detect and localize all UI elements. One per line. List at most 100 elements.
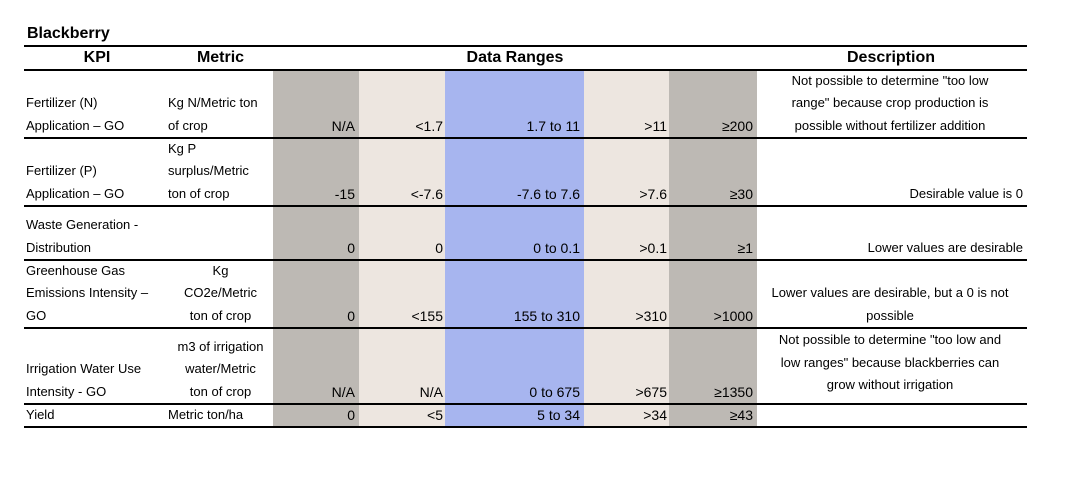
metric-cell-line: of crop bbox=[168, 117, 208, 133]
kpi-cell-line: GO bbox=[26, 307, 47, 323]
kpi-cell-line: Yield bbox=[26, 406, 55, 422]
range-value-desirable: 0 to 0.1 bbox=[445, 207, 580, 259]
range-value-high: >675 bbox=[584, 329, 667, 403]
range-value-text: 0 bbox=[435, 239, 443, 256]
description-cell-line: Lower values are desirable bbox=[867, 239, 1023, 255]
kpi-cell-line: Greenhouse Gas bbox=[26, 262, 126, 278]
range-value-high: >310 bbox=[584, 261, 667, 327]
table-row: Greenhouse Gas Emissions Intensity – GO Kg C… bbox=[24, 261, 1027, 327]
description-cell: Desirable value is 0 bbox=[757, 139, 1023, 205]
range-value-text: N/A bbox=[331, 117, 355, 134]
range-value-too-low: 0 bbox=[273, 207, 355, 259]
table-row: Yield Metric ton/ha 0 <5 5 to 34 >34 ≥43 bbox=[24, 405, 1027, 426]
table-row: Irrigation Water Use Intensity - GO m3 of … bbox=[24, 329, 1027, 403]
row-border bbox=[24, 205, 1027, 207]
kpi-cell-line: Fertilizer (N) bbox=[26, 95, 98, 110]
kpi-cell-line: Food Loss and bbox=[26, 207, 168, 214]
range-value-low: 0 bbox=[359, 207, 443, 259]
range-value-low: <155 bbox=[359, 261, 443, 327]
range-band-high bbox=[584, 71, 669, 427]
row-border bbox=[24, 259, 1027, 261]
range-value-text: 5 to 34 bbox=[537, 406, 580, 423]
metric-cell bbox=[168, 207, 273, 259]
range-value-too-high: ≥30 bbox=[669, 139, 753, 205]
kpi-cell-line: Intensity - GO bbox=[26, 383, 107, 399]
kpi-cell: Fertilizer (N) Application – GO bbox=[26, 71, 168, 137]
kpi-cell: Yield bbox=[26, 405, 168, 426]
range-value-low: <1.7 bbox=[359, 71, 443, 137]
description-cell-line: possible without fertilizer addition bbox=[794, 117, 986, 133]
column-header-kpi: KPI bbox=[83, 49, 111, 66]
row-border bbox=[24, 137, 1027, 139]
metric-cell: Kg N/Metric ton of crop bbox=[168, 71, 273, 137]
range-value-desirable: 0 to 675 bbox=[445, 329, 580, 403]
range-value-text: <155 bbox=[411, 307, 443, 324]
range-band-too-high bbox=[669, 71, 757, 427]
column-header-metric: Metric bbox=[196, 49, 245, 66]
range-value-high: >34 bbox=[584, 405, 667, 426]
range-value-text: N/A bbox=[419, 383, 443, 400]
description-cell bbox=[757, 405, 1023, 426]
range-value-text: ≥43 bbox=[729, 406, 753, 423]
metric-cell-line: Kg bbox=[212, 262, 229, 278]
range-value-text: 0 bbox=[347, 406, 355, 423]
range-value-desirable: 155 to 310 bbox=[445, 261, 580, 327]
range-value-desirable: -7.6 to 7.6 bbox=[445, 139, 580, 205]
metric-cell-line: Kg N/Metric ton bbox=[168, 95, 258, 110]
range-value-text: N/A bbox=[331, 383, 355, 400]
range-value-text: 155 to 310 bbox=[513, 307, 580, 324]
range-value-text: >310 bbox=[635, 307, 667, 324]
range-value-text: >7.6 bbox=[639, 185, 667, 202]
range-value-low: <5 bbox=[359, 405, 443, 426]
range-value-text: 1.7 to 11 bbox=[526, 117, 580, 134]
description-cell-line: Not possible to determine "too low and bbox=[778, 332, 1002, 347]
header-top-border bbox=[24, 45, 1027, 47]
range-value-text: <5 bbox=[427, 406, 443, 423]
kpi-cell-line: Waste Generation - bbox=[26, 217, 139, 232]
range-band-too-low bbox=[273, 71, 359, 427]
kpi-cell-line: Distribution bbox=[26, 239, 92, 255]
range-value-text: >0.1 bbox=[639, 239, 667, 256]
range-value-high: >0.1 bbox=[584, 207, 667, 259]
range-value-high: >7.6 bbox=[584, 139, 667, 205]
kpi-cell-line: Irrigation Water Use bbox=[26, 361, 142, 376]
table-row: Fertilizer (P) Application – GO Kg P surplu… bbox=[24, 139, 1027, 205]
range-value-high: >11 bbox=[584, 71, 667, 137]
row-border bbox=[24, 403, 1027, 405]
metric-cell-line: ton of crop bbox=[189, 307, 252, 323]
range-value-text: >11 bbox=[644, 117, 667, 134]
range-value-too-high: ≥1 bbox=[669, 207, 753, 259]
description-cell-line: Not possible to determine "too low bbox=[791, 72, 989, 88]
description-cell: Lower values are desirable, but a 0 is n… bbox=[757, 261, 1023, 327]
row-border bbox=[24, 426, 1027, 428]
sheet-title: Blackberry bbox=[27, 25, 110, 42]
range-value-too-low: 0 bbox=[273, 261, 355, 327]
range-value-low: <-7.6 bbox=[359, 139, 443, 205]
description-cell-line: range" because crop production is bbox=[791, 95, 989, 110]
description-cell-line: Desirable value is 0 bbox=[909, 185, 1023, 201]
metric-cell-line: water/Metric bbox=[185, 361, 256, 376]
range-value-low: N/A bbox=[359, 329, 443, 403]
metric-cell: Metric ton/ha bbox=[168, 405, 273, 426]
header-bottom-border bbox=[24, 69, 1027, 71]
kpi-cell: Irrigation Water Use Intensity - GO bbox=[26, 329, 168, 403]
column-header-data-ranges: Data Ranges bbox=[466, 49, 564, 66]
description-cell: Lower values are desirable bbox=[757, 207, 1023, 259]
metric-cell-line: m3 of irrigation bbox=[177, 338, 264, 354]
kpi-cell: Greenhouse Gas Emissions Intensity – GO bbox=[26, 261, 168, 327]
range-value-text: <-7.6 bbox=[410, 185, 443, 202]
range-value-desirable: 5 to 34 bbox=[445, 405, 580, 426]
range-value-text: -7.6 to 7.6 bbox=[516, 185, 580, 202]
metric-cell-line: surplus/Metric bbox=[168, 163, 249, 178]
description-cell-line: low ranges" because blackberries can bbox=[780, 354, 1000, 370]
range-value-too-low: -15 bbox=[273, 139, 355, 205]
range-value-text: >1000 bbox=[713, 307, 753, 324]
kpi-cell-line: Fertilizer (P) bbox=[26, 163, 97, 178]
metric-cell: m3 of irrigation water/Metric ton of crop bbox=[168, 329, 273, 403]
range-value-too-low: 0 bbox=[273, 405, 355, 426]
range-value-text: 0 bbox=[347, 239, 355, 256]
range-value-text: <1.7 bbox=[415, 117, 443, 134]
range-band-low bbox=[359, 71, 445, 427]
range-value-text: ≥1350 bbox=[714, 383, 753, 400]
range-value-text: 0 to 675 bbox=[529, 383, 580, 400]
